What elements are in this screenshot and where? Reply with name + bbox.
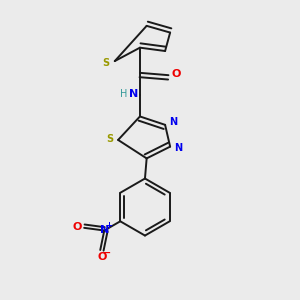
Text: N: N: [100, 225, 109, 235]
Text: +: +: [105, 221, 112, 230]
Text: N: N: [169, 118, 178, 128]
Text: O: O: [171, 69, 181, 79]
Text: O: O: [97, 252, 106, 262]
Text: S: S: [106, 134, 113, 144]
Text: N: N: [175, 143, 183, 153]
Text: O: O: [73, 222, 82, 232]
Text: −: −: [103, 248, 111, 258]
Text: H: H: [120, 88, 127, 99]
Text: N: N: [129, 88, 139, 99]
Text: S: S: [102, 58, 109, 68]
